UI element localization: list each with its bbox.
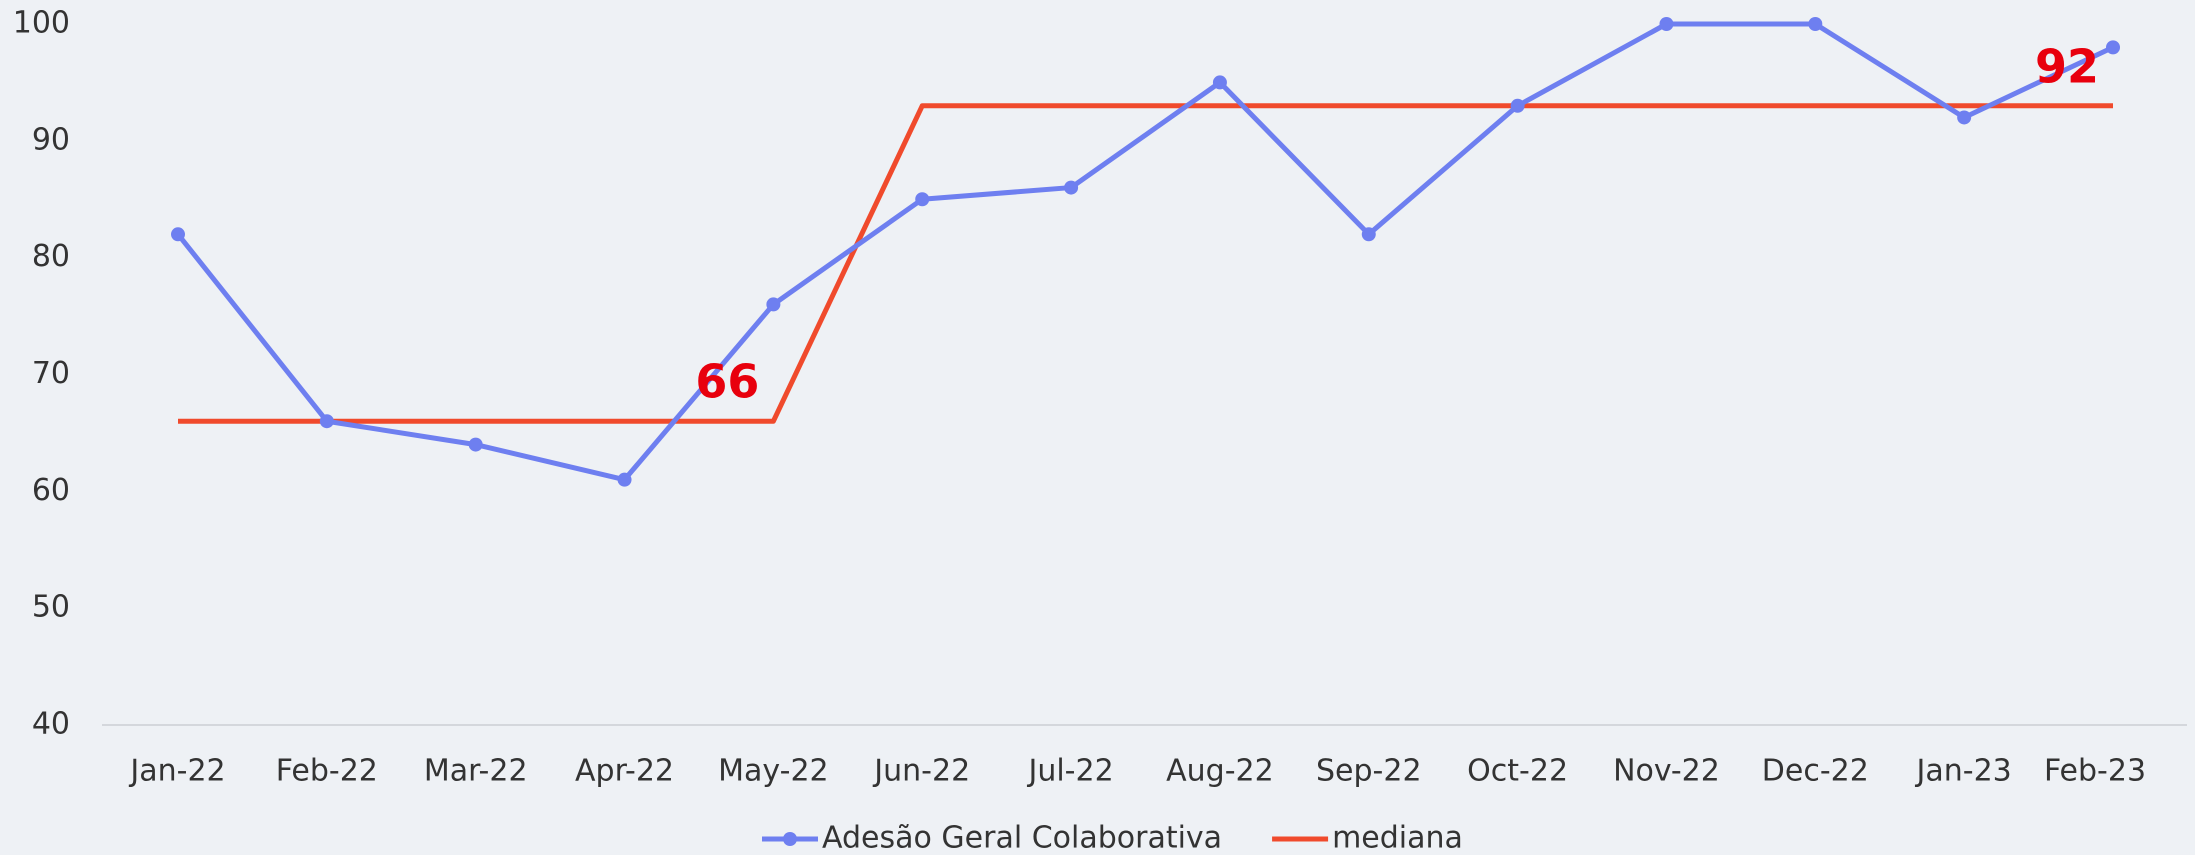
x-tick-label: Nov-22 (1613, 754, 1720, 789)
x-tick-label: Oct-22 (1467, 754, 1568, 789)
point (915, 192, 930, 207)
point (468, 437, 483, 452)
legend-label: Adesão Geral Colaborativa (822, 821, 1222, 855)
point (1957, 110, 1972, 125)
y-tick-label: 50 (32, 590, 70, 625)
point (1212, 75, 1227, 90)
series-line (178, 103, 2113, 424)
x-tick-label: Jul-22 (1026, 754, 1113, 789)
point (171, 227, 185, 242)
annotation: 66 (695, 355, 759, 409)
point (1064, 180, 1079, 195)
point (1510, 98, 1525, 113)
x-tick-label: Aug-22 (1166, 754, 1274, 789)
x-tick-label: Mar-22 (424, 754, 528, 789)
point (766, 297, 781, 312)
series-line (176, 21, 2115, 483)
x-tick-label: Dec-22 (1762, 754, 1869, 789)
legend-label: mediana (1332, 821, 1463, 855)
legend-marker (783, 832, 797, 846)
y-tick-label: 90 (32, 122, 70, 157)
y-tick-label: 60 (32, 473, 70, 508)
annotation: 92 (2035, 39, 2099, 93)
x-tick-label: Jun-22 (872, 754, 970, 789)
y-tick-label: 80 (32, 239, 70, 274)
x-tick-label: Jan-23 (1915, 754, 2012, 789)
point (1361, 227, 1376, 242)
x-tick-label: Jan-22 (128, 754, 225, 789)
y-tick-label: 40 (32, 707, 70, 742)
point (2106, 40, 2120, 55)
y-tick-label: 70 (32, 356, 70, 391)
point (1808, 17, 1823, 31)
x-tick-label: Feb-22 (276, 754, 378, 789)
y-tick-label: 100 (13, 6, 70, 41)
x-tick-label: May-22 (718, 754, 829, 789)
x-tick-label: Apr-22 (575, 754, 674, 789)
point (1659, 17, 1674, 31)
point (617, 472, 632, 487)
x-tick-label: Sep-22 (1316, 754, 1422, 789)
point (319, 414, 334, 429)
x-tick-label: Feb-23 (2044, 754, 2146, 789)
